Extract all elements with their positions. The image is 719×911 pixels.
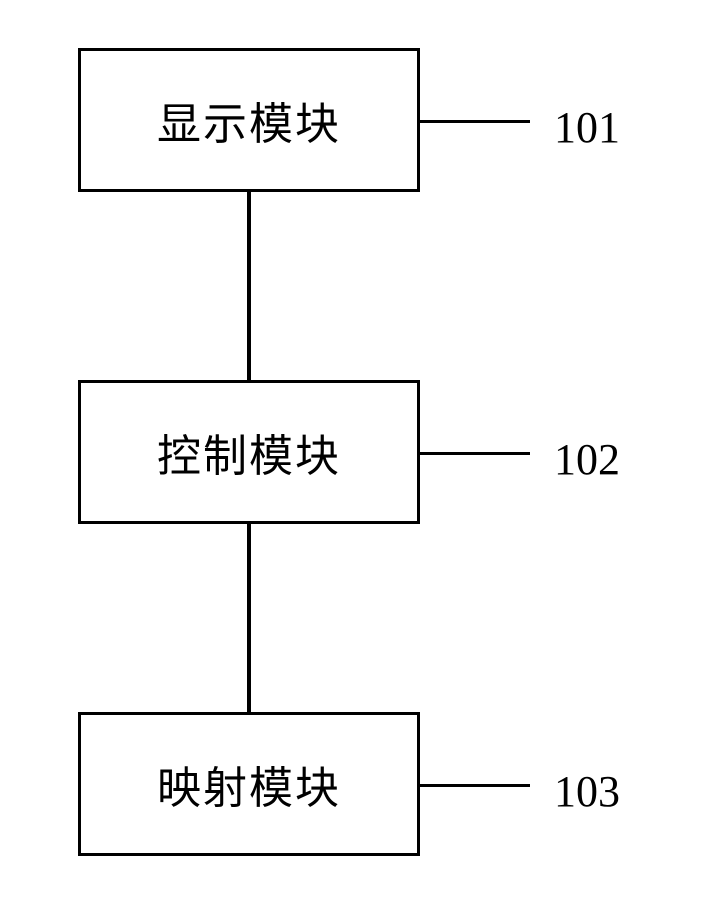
control-module-label: 102	[554, 434, 620, 485]
edge-display-to-control	[247, 192, 251, 380]
edge-control-to-mapping	[247, 524, 251, 712]
control-module-text: 控制模块	[157, 420, 341, 484]
display-module-node: 显示模块	[78, 48, 420, 192]
control-module-node: 控制模块	[78, 380, 420, 524]
display-module-label-line	[420, 120, 530, 123]
mapping-module-label: 103	[554, 766, 620, 817]
display-module-label: 101	[554, 102, 620, 153]
mapping-module-node: 映射模块	[78, 712, 420, 856]
mapping-module-label-line	[420, 784, 530, 787]
control-module-label-line	[420, 452, 530, 455]
mapping-module-text: 映射模块	[157, 752, 341, 816]
flowchart-diagram: 显示模块 101 控制模块 102 映射模块 103	[0, 0, 719, 911]
display-module-text: 显示模块	[157, 88, 341, 152]
